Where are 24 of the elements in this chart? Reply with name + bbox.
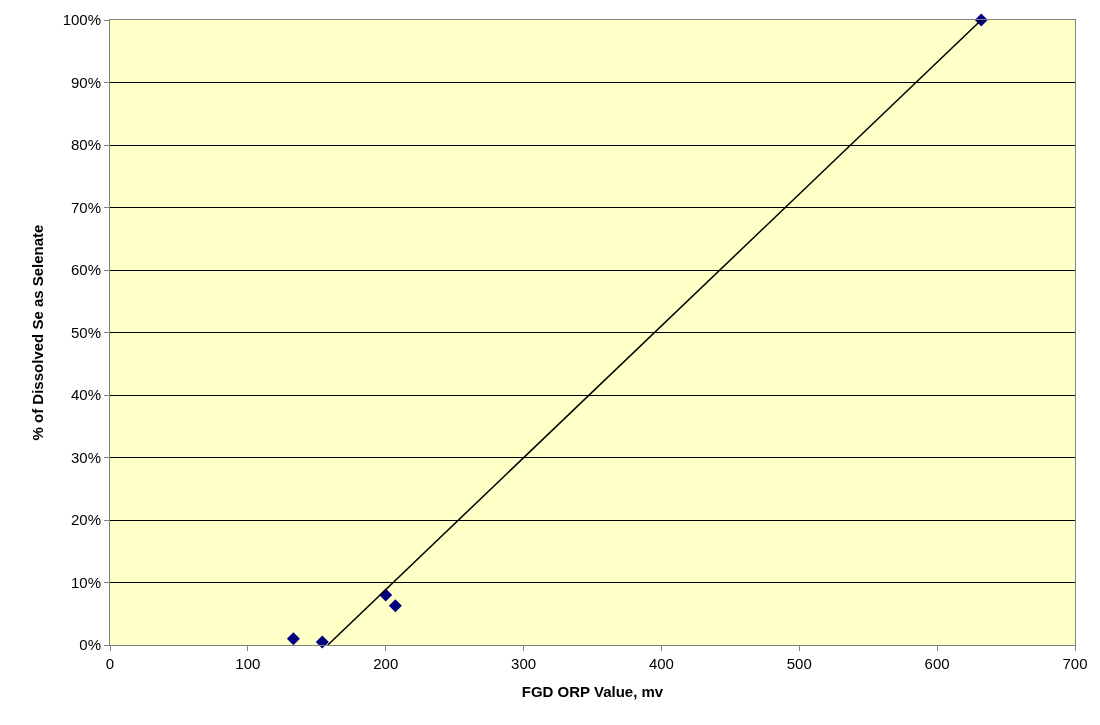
point — [286, 632, 300, 646]
x-tick-label: 0 — [105, 655, 115, 672]
y-axis-title: % of Dissolved Se as Selenate — [28, 224, 46, 441]
y-tick-label: 0% — [79, 636, 101, 654]
y-tick-label: 100% — [62, 11, 101, 29]
x-tick-label: 200 — [373, 655, 399, 672]
x-tick-label: 700 — [1062, 655, 1088, 672]
point — [315, 635, 329, 649]
x-tick-label: 300 — [511, 655, 537, 672]
y-tick-label: 40% — [70, 386, 101, 404]
x-tick-label: 100 — [235, 655, 261, 672]
y-tick-label: 90% — [70, 73, 101, 91]
y-tick-label: 70% — [70, 198, 101, 216]
y-tick-label: 80% — [70, 136, 101, 154]
y-tick-label: 60% — [70, 261, 101, 279]
x-tick-label: 400 — [648, 655, 674, 672]
x-axis-title: FGD ORP Value, mv — [521, 683, 664, 700]
y-tick-label: 10% — [70, 573, 101, 591]
x-tick-label: 500 — [786, 655, 812, 672]
y-tick-label: 50% — [70, 323, 101, 341]
x-tick-label: 600 — [924, 655, 950, 672]
y-tick-label: 30% — [70, 448, 101, 466]
y-tick-label: 20% — [70, 511, 101, 529]
point — [388, 599, 402, 613]
